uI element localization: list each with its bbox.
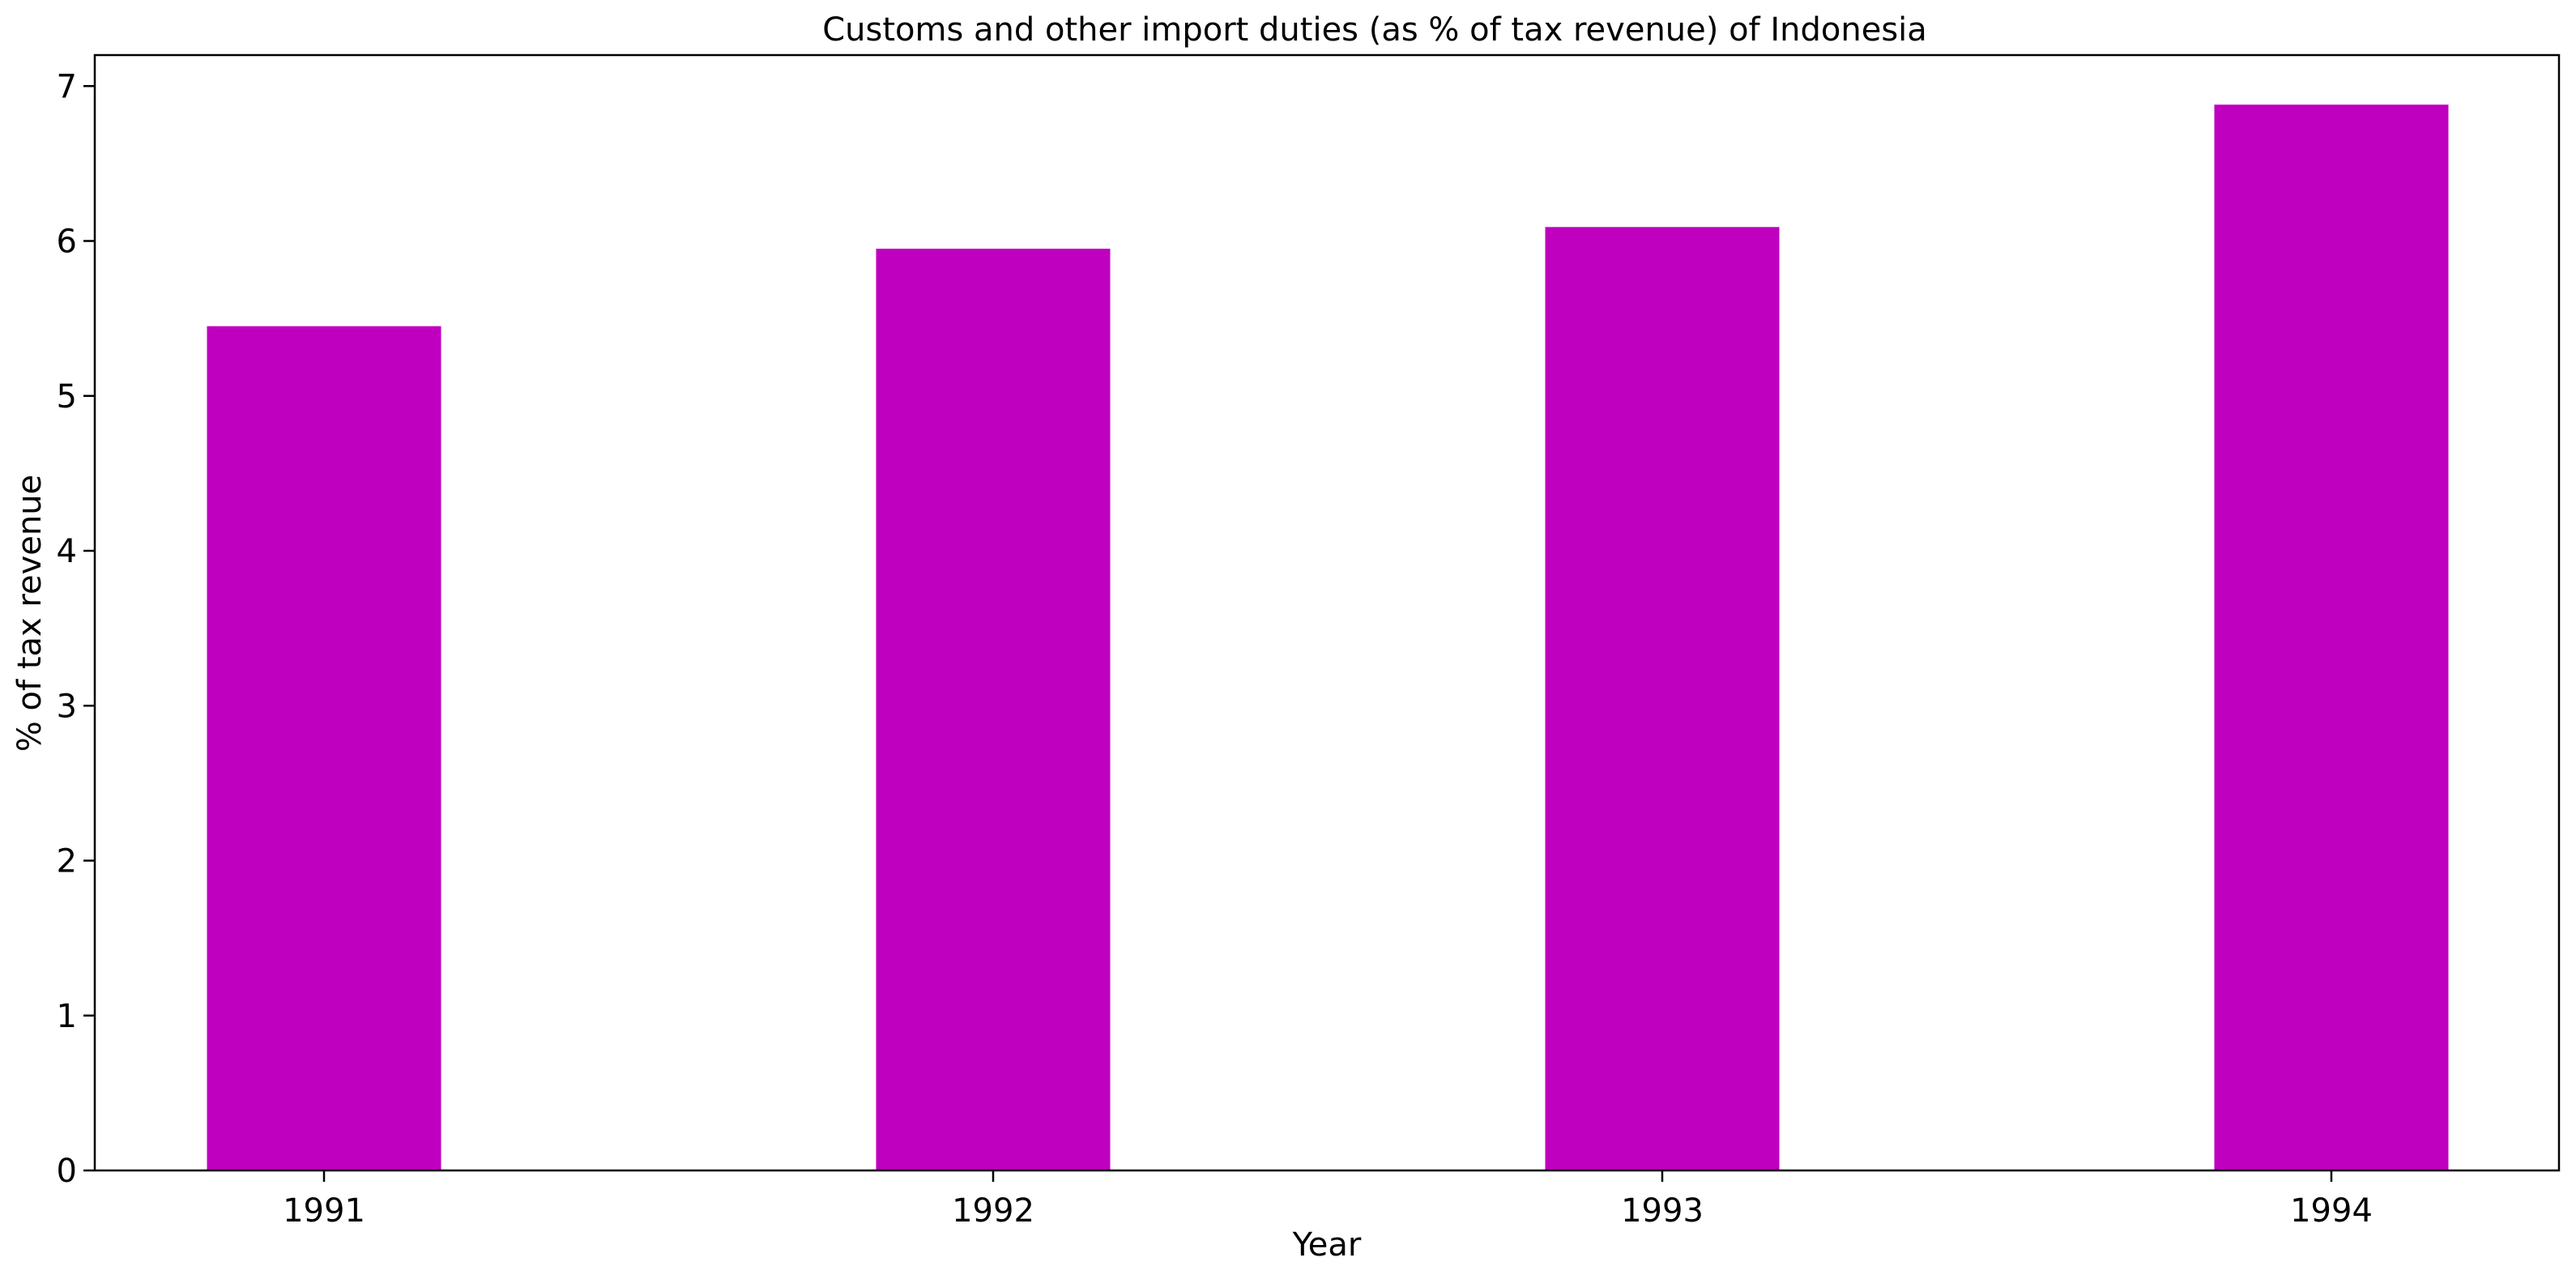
y-tick-label: 2 bbox=[57, 843, 77, 880]
y-tick-label: 6 bbox=[57, 224, 77, 261]
bar-1991 bbox=[207, 326, 441, 1170]
y-tick-label: 5 bbox=[57, 378, 77, 416]
x-tick-label: 1994 bbox=[2290, 1192, 2373, 1230]
y-tick-label: 4 bbox=[57, 533, 77, 570]
chart-title: Customs and other import duties (as % of… bbox=[822, 11, 1927, 49]
x-tick-label: 1993 bbox=[1621, 1192, 1704, 1230]
plot-frame bbox=[93, 53, 2561, 1172]
y-tick-label: 0 bbox=[57, 1153, 77, 1190]
y-axis: 0 1 2 3 4 5 6 7 bbox=[57, 68, 95, 1190]
x-tick-label: 1991 bbox=[283, 1192, 365, 1230]
y-tick-label: 1 bbox=[57, 998, 77, 1035]
bar-1994 bbox=[2214, 104, 2449, 1171]
y-axis-label: % of tax revenue bbox=[11, 475, 49, 752]
x-tick-label: 1992 bbox=[952, 1192, 1034, 1230]
bar-1992 bbox=[876, 249, 1111, 1170]
bars-layer bbox=[207, 104, 2449, 1171]
bar-1993 bbox=[1545, 227, 1780, 1171]
x-axis: 1991 1992 1993 1994 bbox=[283, 1170, 2373, 1230]
y-tick-label: 3 bbox=[57, 688, 77, 725]
x-axis-label: Year bbox=[1292, 1226, 1362, 1264]
y-tick-label: 7 bbox=[57, 68, 77, 105]
